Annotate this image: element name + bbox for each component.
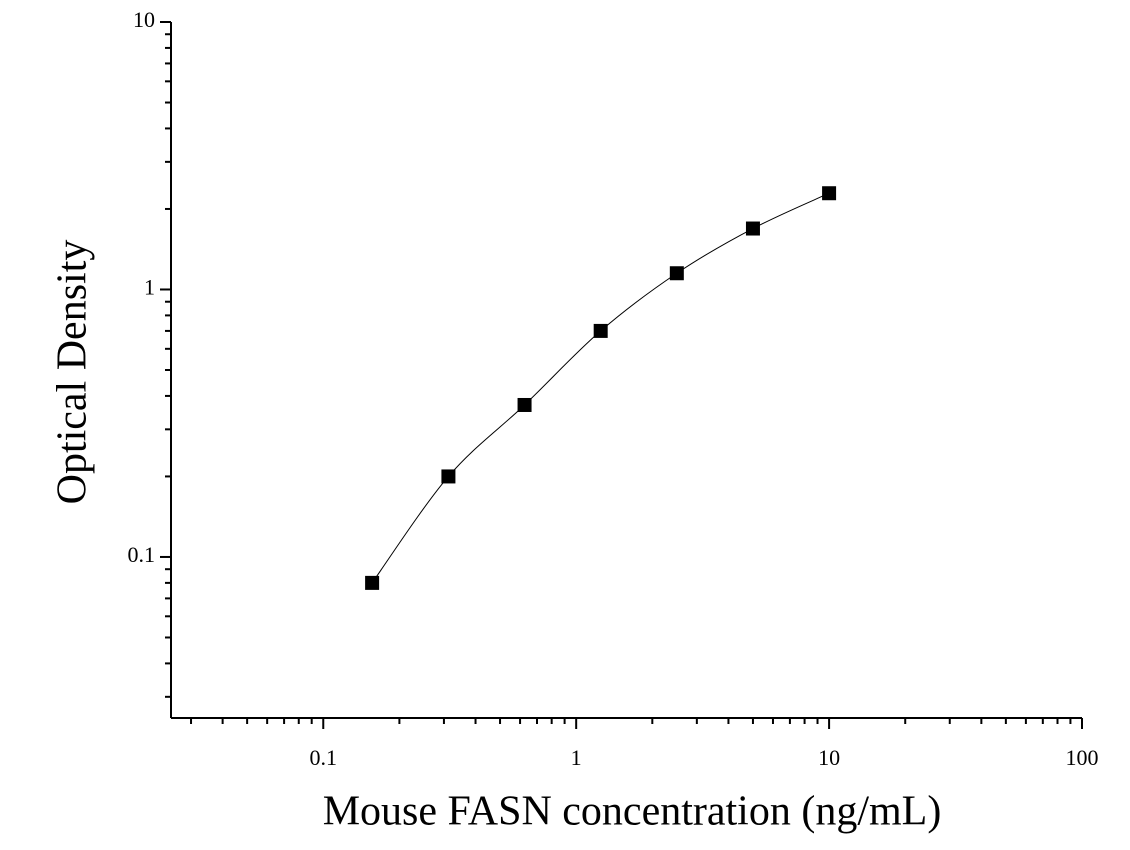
y-tick-label: 0.1 — [128, 542, 156, 567]
point — [441, 469, 456, 484]
point — [745, 221, 760, 236]
point — [669, 266, 684, 281]
point — [365, 575, 380, 590]
x-axis-title: Mouse FASN concentration (ng/mL) — [323, 789, 942, 835]
x-tick-label: 10 — [818, 745, 840, 770]
fit-line — [371, 192, 830, 584]
point — [593, 323, 608, 338]
y-axis-title: Optical Density — [50, 240, 96, 505]
y-tick-label: 10 — [133, 7, 155, 32]
point — [822, 186, 837, 201]
x-tick-label: 100 — [1066, 745, 1099, 770]
y-tick-label: 1 — [144, 275, 155, 300]
x-tick-label: 1 — [571, 745, 582, 770]
point — [517, 397, 532, 412]
x-tick-label: 0.1 — [310, 745, 338, 770]
